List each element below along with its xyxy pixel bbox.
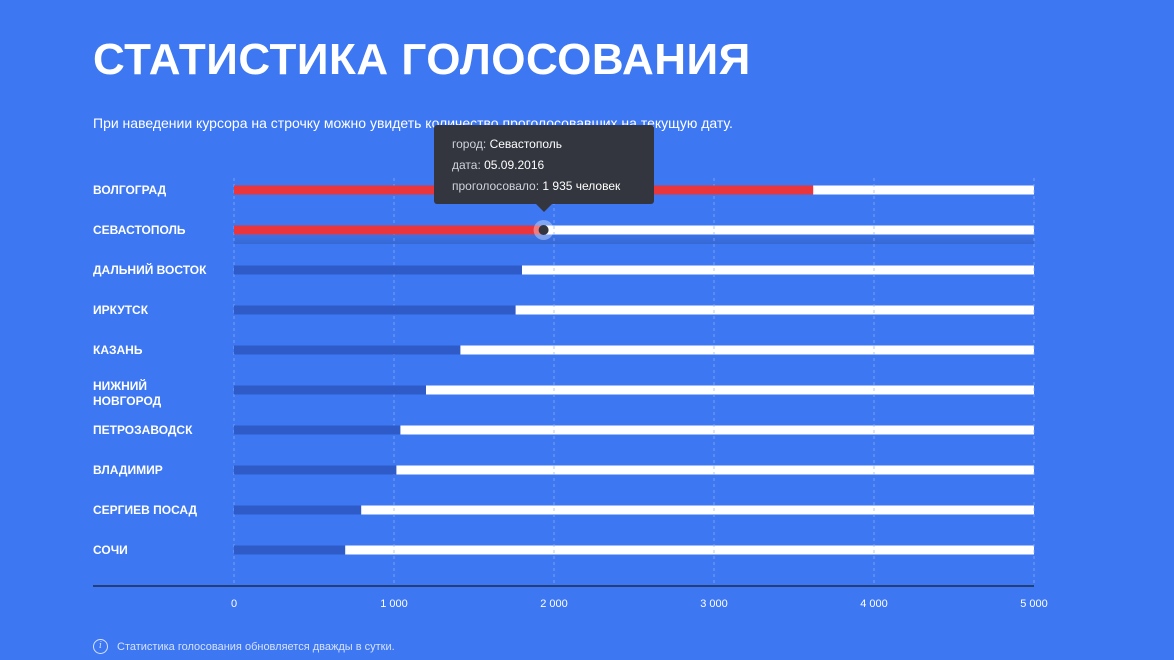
tooltip-city-label: город:	[452, 137, 487, 151]
tooltip-city-value: Севастополь	[489, 137, 563, 151]
category-label: СЕРГИЕВ ПОСАД	[93, 503, 198, 517]
bar	[234, 345, 461, 355]
footnote: i Статистика голосования обновляется два…	[93, 639, 395, 654]
page-title: СТАТИСТИКА ГОЛОСОВАНИЯ	[93, 35, 751, 84]
category-label: СОЧИ	[93, 543, 128, 557]
category-label: КАЗАНЬ	[93, 343, 143, 357]
bar-track	[234, 425, 1034, 435]
category-label: ВЛАДИМИР	[93, 463, 163, 477]
footnote-text: Статистика голосования обновляется дважд…	[117, 640, 395, 653]
bar-track	[234, 225, 1034, 235]
category-label: ВОЛГОГРАД	[93, 183, 167, 197]
info-icon: i	[93, 639, 108, 654]
tooltip-votes-value: 1 935 человек	[542, 179, 621, 193]
bar-track	[234, 305, 1034, 315]
x-tick-label: 1 000	[380, 598, 408, 610]
bar-track	[234, 345, 1034, 355]
bar	[234, 225, 544, 235]
category-label: НИЖНИЙ НОВГОРОД	[93, 378, 162, 408]
tooltip-date-label: дата:	[452, 158, 481, 172]
x-tick-label: 3 000	[700, 598, 728, 610]
hover-point	[538, 225, 549, 235]
bar	[234, 305, 516, 315]
bar-track	[234, 385, 1034, 395]
chart-tooltip: город: Севастополь дата: 05.09.2016 прог…	[434, 125, 654, 212]
bar-track	[234, 265, 1034, 275]
category-label: ПЕТРОЗАВОДСК	[93, 423, 193, 437]
bar-track	[234, 505, 1034, 515]
category-label: СЕВАСТОПОЛЬ	[93, 223, 186, 237]
bar	[234, 265, 522, 275]
x-tick-label: 0	[231, 598, 237, 610]
x-tick-label: 4 000	[860, 598, 888, 610]
category-label: ДАЛЬНИЙ ВОСТОК	[93, 262, 207, 277]
bar	[234, 425, 401, 435]
tooltip-date-value: 05.09.2016	[484, 158, 545, 172]
tooltip-votes-label: проголосовало:	[452, 179, 540, 193]
bar-track	[234, 465, 1034, 475]
x-tick-label: 5 000	[1020, 598, 1048, 610]
bar	[234, 545, 346, 555]
bar	[234, 505, 362, 515]
bar-track	[234, 545, 1034, 555]
bar	[234, 385, 426, 395]
category-label: ИРКУТСК	[93, 303, 149, 317]
bar	[234, 465, 397, 475]
x-tick-label: 2 000	[540, 598, 568, 610]
